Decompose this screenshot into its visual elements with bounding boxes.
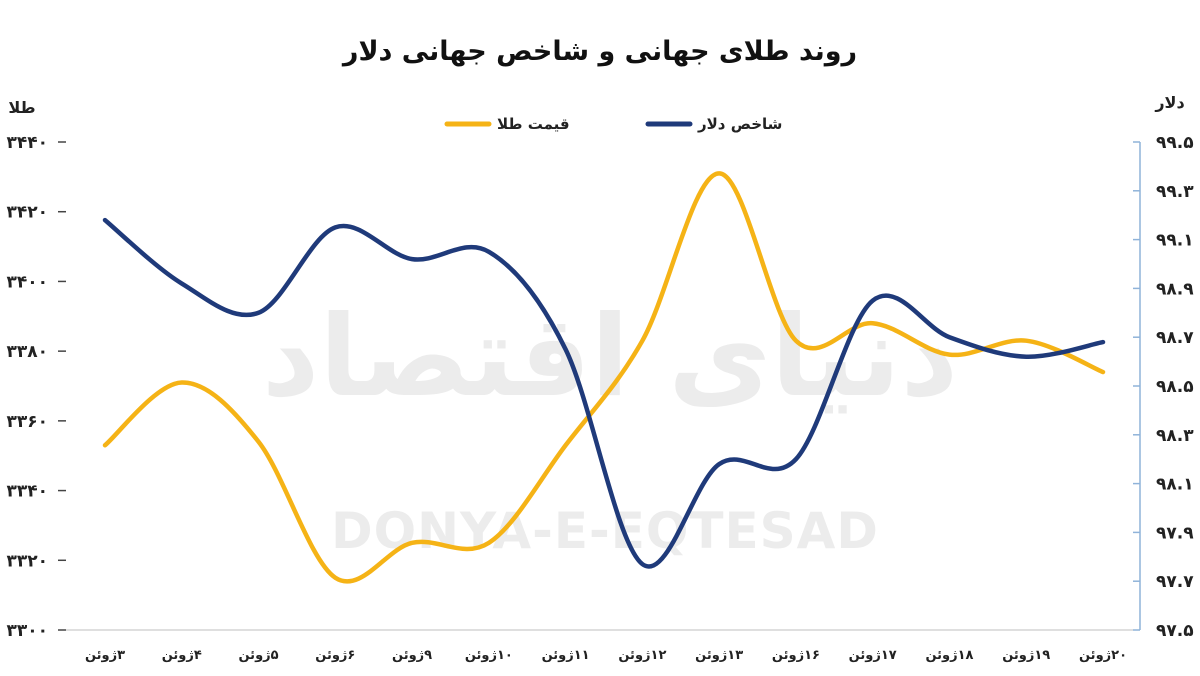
legend-label-dollar: شاخص دلار [697, 115, 782, 133]
right-tick-label: ۹۹.۱ [1156, 231, 1194, 251]
right-tick-label: ۹۸.۹ [1156, 279, 1194, 299]
x-tick-label: ۲۰ژوئن [1079, 648, 1127, 663]
series-line-gold [102, 171, 1106, 584]
series-line-dollar [102, 217, 1106, 569]
x-tick-label: ۱۸ژوئن [925, 648, 973, 663]
series-layer [102, 171, 1106, 584]
right-tick-label: ۹۸.۵ [1156, 377, 1194, 397]
right-axis-ticks: ۹۷.۵ ۹۷.۷ ۹۷.۹ ۹۸.۱ ۹۸.۳ ۹۸.۵ ۹۸.۷ ۹۸.۹ ۹۹.۱ ۹۹.۳… [1133, 133, 1194, 641]
watermark-arabic: دنیای اقتصاد [262, 292, 958, 422]
left-tick-label: ۳۴۲۰ [6, 203, 48, 223]
x-tick-label: ۱۹ژوئن [1002, 648, 1050, 663]
left-tick-label: ۳۳۸۰ [6, 342, 48, 362]
left-tick-label: ۳۳۰۰ [6, 621, 48, 641]
right-tick-label: ۹۷.۵ [1156, 621, 1194, 641]
left-tick-label: ۳۴۴۰ [6, 133, 48, 153]
left-tick-label: ۳۴۰۰ [6, 272, 48, 292]
right-tick-label: ۹۷.۷ [1156, 572, 1194, 592]
x-tick-label: ۱۳ژوئن [695, 648, 743, 663]
left-axis-title: طلا [8, 98, 35, 117]
x-tick-label: ۴ژوئن [162, 648, 202, 663]
left-axis-ticks: ۳۳۰۰ ۳۳۲۰ ۳۳۴۰ ۳۳۶۰ ۳۳۸۰ ۳۴۰۰ ۳۴۲۰ ۳۴۴۰ [6, 133, 66, 641]
left-tick-label: ۳۳۲۰ [6, 551, 48, 571]
right-tick-label: ۹۷.۹ [1156, 523, 1194, 543]
left-tick-label: ۳۳۶۰ [6, 412, 48, 432]
right-tick-label: ۹۹.۵ [1156, 133, 1194, 153]
watermark-latin: DONYA-E-EQTESAD [331, 502, 879, 560]
x-tick-label: ۵ژوئن [238, 648, 278, 663]
left-tick-label: ۳۳۴۰ [6, 482, 48, 502]
x-tick-label: ۶ژوئن [315, 648, 355, 663]
right-tick-label: ۹۸.۷ [1156, 328, 1194, 348]
x-tick-label: ۱۰ژوئن [465, 648, 513, 663]
x-tick-label: ۱۶ژوئن [772, 648, 820, 663]
x-tick-label: ۹ژوئن [392, 648, 432, 663]
x-tick-label: ۳ژوئن [85, 648, 125, 663]
right-tick-label: ۹۸.۱ [1156, 475, 1194, 495]
x-tick-label: ۱۷ژوئن [849, 648, 897, 663]
x-axis-ticks: ۳ژوئن ۴ژوئن ۵ژوئن ۶ژوئن ۹ژوئن ۱۰ژوئن ۱۱ژوئن ۱۲ژ… [85, 648, 1127, 663]
right-tick-label: ۹۸.۳ [1156, 426, 1194, 446]
x-tick-label: ۱۲ژوئن [618, 648, 666, 663]
chart-title: روند طلای جهانی و شاخص جهانی دلار [341, 36, 857, 67]
right-axis-title: دلار [1154, 93, 1184, 112]
right-tick-label: ۹۹.۳ [1156, 182, 1194, 202]
x-tick-label: ۱۱ژوئن [542, 648, 590, 663]
legend-label-gold: قیمت طلا [497, 115, 570, 133]
